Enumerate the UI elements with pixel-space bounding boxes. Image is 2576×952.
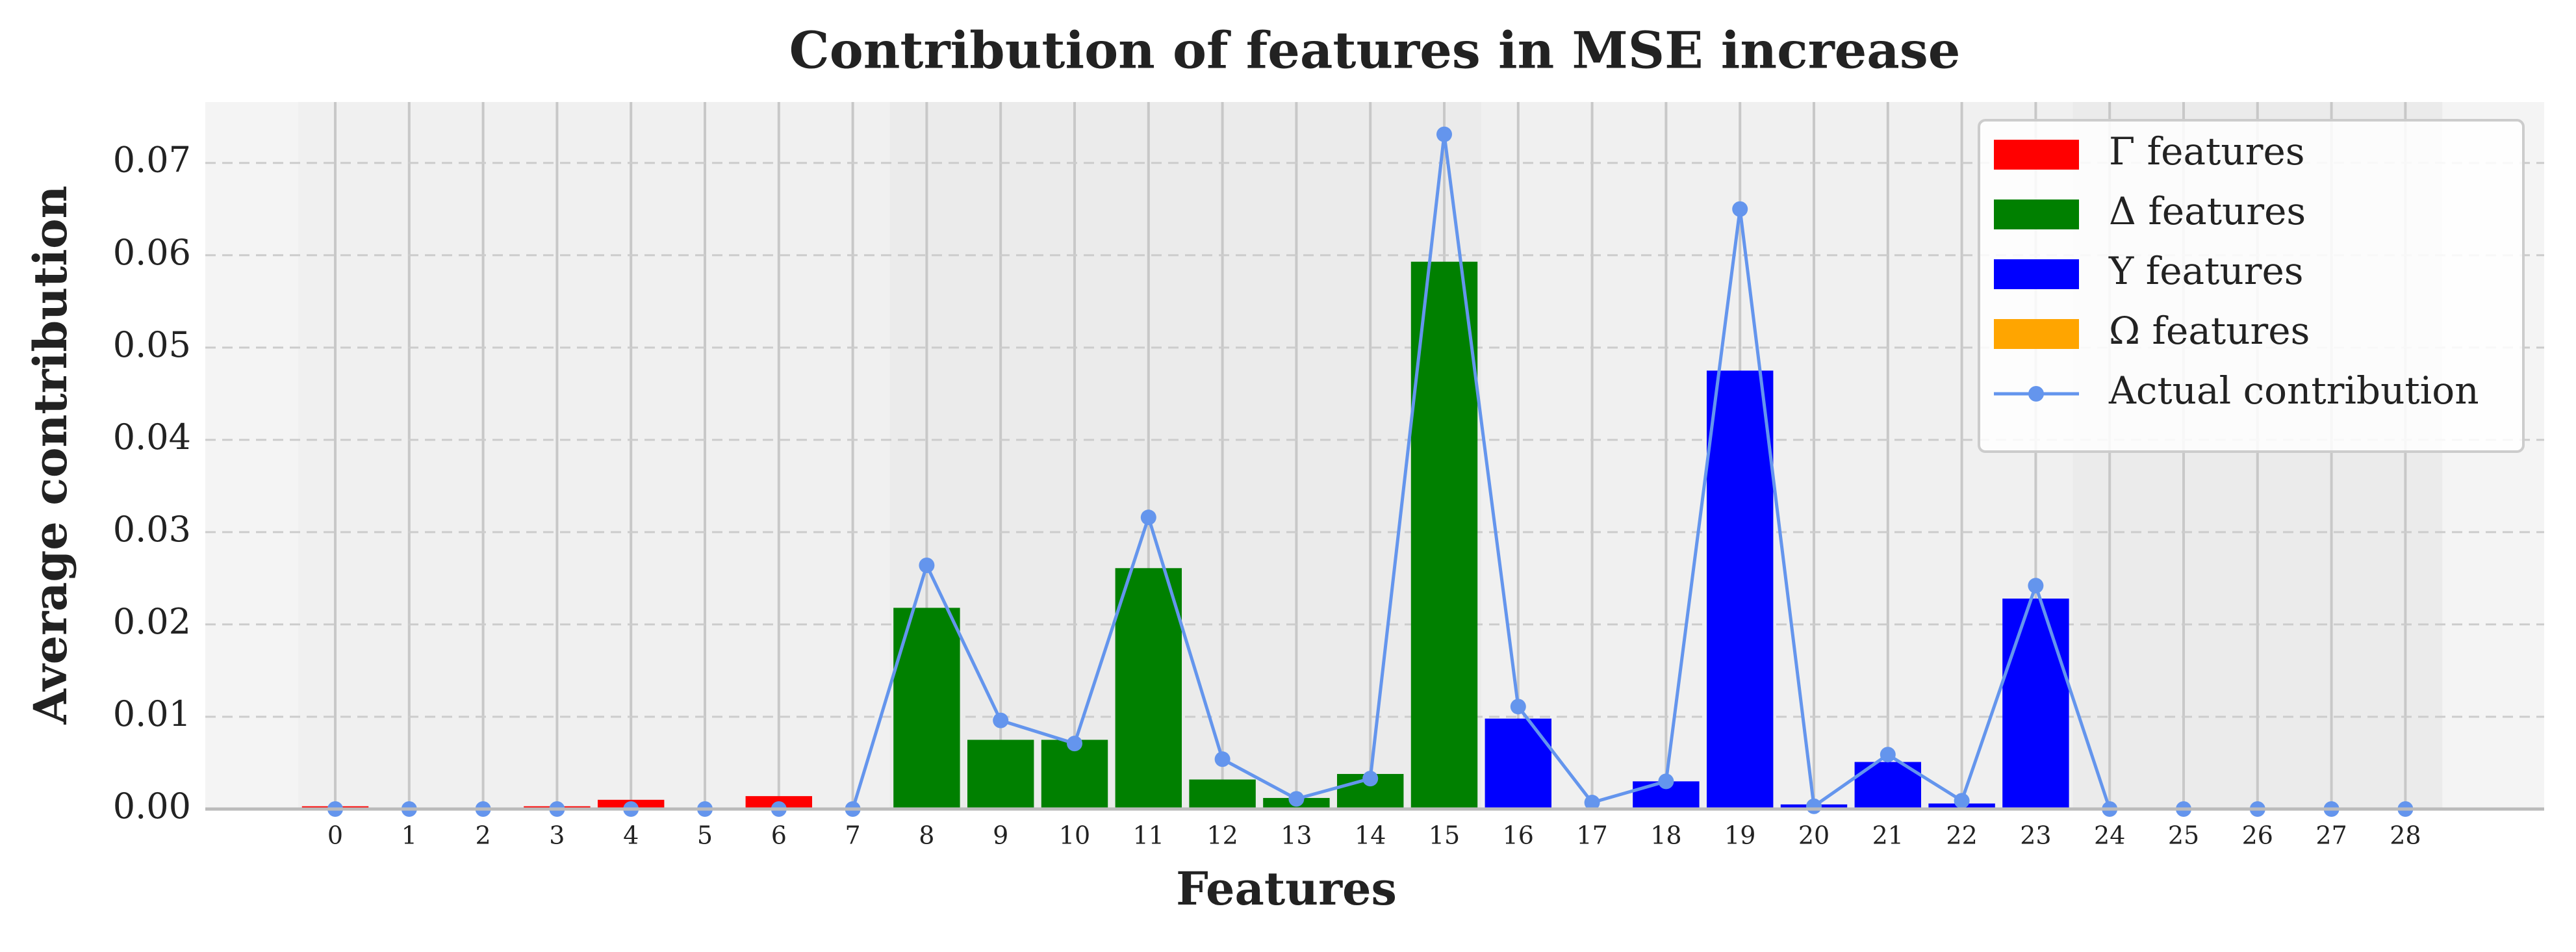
legend-label: Ω features bbox=[2109, 309, 2310, 353]
x-tick-label: 11 bbox=[1133, 821, 1164, 850]
x-tick-label: 19 bbox=[1724, 821, 1755, 850]
bar bbox=[2002, 598, 2069, 809]
line-marker bbox=[1954, 793, 1970, 809]
bar bbox=[967, 740, 1034, 809]
line-marker bbox=[1436, 126, 1452, 142]
bar bbox=[1115, 568, 1182, 809]
y-tick-label: 0.04 bbox=[113, 417, 191, 457]
line-marker bbox=[1067, 736, 1082, 752]
x-tick-label: 27 bbox=[2315, 821, 2347, 850]
x-tick-label: 15 bbox=[1429, 821, 1460, 850]
legend-label: Υ features bbox=[2108, 249, 2304, 293]
line-marker bbox=[2028, 578, 2044, 594]
legend-swatch bbox=[1994, 259, 2079, 289]
x-tick-label: 26 bbox=[2242, 821, 2273, 850]
legend-box bbox=[1978, 119, 2525, 453]
legend-label: Actual contribution bbox=[2108, 368, 2479, 413]
bar bbox=[1041, 740, 1108, 809]
line-marker bbox=[1362, 771, 1379, 787]
x-tick-label: 21 bbox=[1872, 821, 1904, 850]
x-tick-label: 28 bbox=[2390, 821, 2421, 850]
line-marker bbox=[919, 558, 935, 574]
line-marker bbox=[1806, 798, 1822, 814]
x-tick-label: 14 bbox=[1355, 821, 1386, 850]
x-tick-label: 9 bbox=[993, 821, 1008, 850]
line-marker bbox=[993, 712, 1009, 728]
x-tick-label: 25 bbox=[2168, 821, 2199, 850]
legend-marker bbox=[2028, 386, 2044, 402]
x-tick-label: 0 bbox=[327, 821, 343, 850]
legend-label: Γ features bbox=[2109, 129, 2305, 174]
x-tick-label: 7 bbox=[845, 821, 861, 850]
x-tick-label: 22 bbox=[1946, 821, 1977, 850]
x-axis-label: Features bbox=[1176, 862, 1397, 916]
y-tick-label: 0.03 bbox=[113, 509, 191, 550]
x-tick-label: 3 bbox=[549, 821, 565, 850]
y-tick-label: 0.06 bbox=[113, 232, 191, 273]
group-band bbox=[1481, 102, 2073, 809]
line-marker bbox=[1584, 795, 1600, 811]
x-tick-label: 24 bbox=[2094, 821, 2125, 850]
x-tick-label: 18 bbox=[1650, 821, 1681, 850]
y-tick-label: 0.02 bbox=[113, 601, 191, 642]
x-tick-label: 13 bbox=[1281, 821, 1312, 850]
x-tick-label: 1 bbox=[402, 821, 417, 850]
x-tick-label: 8 bbox=[919, 821, 934, 850]
x-tick-label: 6 bbox=[771, 821, 787, 850]
bar bbox=[1706, 370, 1774, 809]
x-tick-label: 17 bbox=[1576, 821, 1607, 850]
group-band bbox=[889, 102, 1481, 809]
bar bbox=[1189, 779, 1256, 809]
x-tick-label: 10 bbox=[1059, 821, 1090, 850]
legend-label: Δ features bbox=[2109, 189, 2306, 233]
line-marker bbox=[1658, 773, 1674, 790]
x-tick-label: 2 bbox=[476, 821, 491, 850]
legend-swatch bbox=[1994, 199, 2079, 229]
x-tick-label: 20 bbox=[1798, 821, 1830, 850]
bar bbox=[1410, 261, 1478, 809]
y-tick-label: 0.05 bbox=[113, 324, 191, 365]
legend-swatch bbox=[1994, 319, 2079, 349]
bar bbox=[1485, 718, 1552, 809]
y-tick-label: 0.01 bbox=[113, 693, 191, 734]
x-tick-label: 16 bbox=[1503, 821, 1534, 850]
line-marker bbox=[1880, 747, 1896, 763]
group-band bbox=[298, 102, 890, 809]
x-tick-label: 23 bbox=[2020, 821, 2051, 850]
line-marker bbox=[1140, 509, 1156, 526]
line-marker bbox=[1214, 751, 1231, 767]
y-axis-label: Average contribution bbox=[23, 185, 77, 725]
chart-title: Contribution of features in MSE increase bbox=[789, 21, 1961, 81]
x-tick-label: 4 bbox=[623, 821, 639, 850]
y-tick-label: 0.00 bbox=[113, 786, 191, 827]
legend-swatch bbox=[1994, 140, 2079, 170]
x-tick-label: 5 bbox=[697, 821, 713, 850]
line-marker bbox=[1510, 699, 1526, 715]
x-tick-label: 12 bbox=[1206, 821, 1238, 850]
line-marker bbox=[1288, 791, 1305, 807]
y-tick-label: 0.07 bbox=[113, 140, 191, 181]
line-marker bbox=[1732, 201, 1748, 217]
